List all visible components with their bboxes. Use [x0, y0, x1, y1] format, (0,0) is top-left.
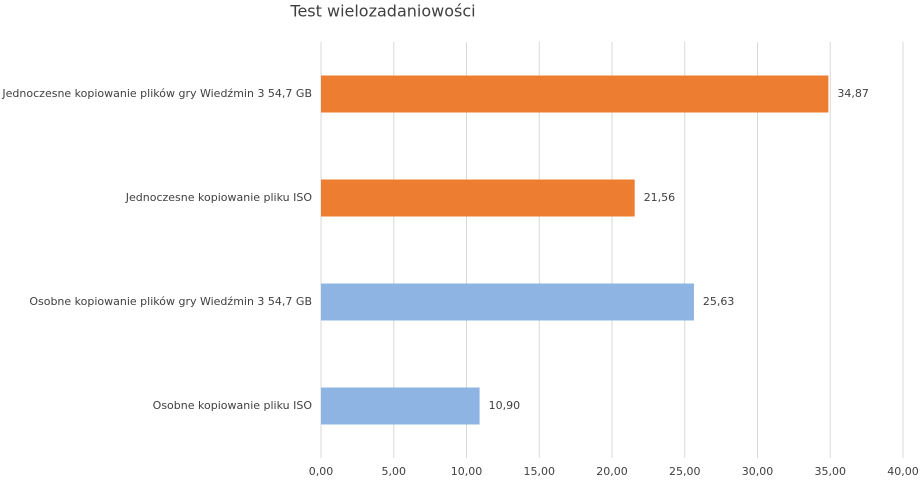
- bar: [321, 387, 480, 425]
- x-tick-label: 35,00: [815, 465, 847, 478]
- value-label: 21,56: [644, 191, 676, 204]
- x-tick-label: 0,00: [309, 465, 334, 478]
- value-label: 34,87: [837, 87, 869, 100]
- x-tick-label: 10,00: [451, 465, 483, 478]
- bar: [321, 75, 829, 113]
- x-tick-label: 25,00: [669, 465, 701, 478]
- y-tick-label: Osobne kopiowanie pliku ISO: [153, 399, 313, 412]
- value-label: 25,63: [703, 295, 735, 308]
- bar: [321, 179, 635, 217]
- x-tick-label: 5,00: [382, 465, 407, 478]
- bar: [321, 283, 694, 321]
- value-label: 10,90: [489, 399, 520, 412]
- chart-title: Test wielozadaniowości: [289, 2, 475, 21]
- x-tick-label: 15,00: [524, 465, 556, 478]
- y-tick-label: Jednoczesne kopiowanie pliku ISO: [125, 191, 313, 204]
- y-tick-label: Osobne kopiowanie plików gry Wiedźmin 3 …: [29, 295, 312, 308]
- y-tick-label: Jednoczesne kopiowanie plików gry Wiedźm…: [1, 87, 312, 100]
- x-tick-label: 20,00: [596, 465, 628, 478]
- x-tick-label: 30,00: [742, 465, 774, 478]
- x-tick-label: 40,00: [887, 465, 919, 478]
